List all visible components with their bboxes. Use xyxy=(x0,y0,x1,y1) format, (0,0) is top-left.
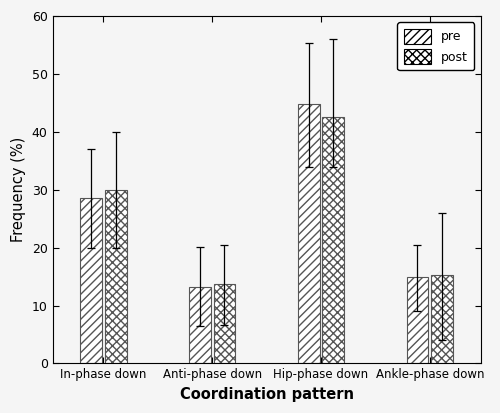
Bar xyxy=(189,287,210,363)
X-axis label: Coordination pattern: Coordination pattern xyxy=(180,387,354,402)
Bar xyxy=(406,277,428,363)
Bar xyxy=(322,117,344,363)
Bar xyxy=(105,190,126,363)
Bar xyxy=(214,284,236,363)
Bar xyxy=(80,199,102,363)
Bar xyxy=(432,275,453,363)
Legend: pre, post: pre, post xyxy=(398,22,474,70)
Bar xyxy=(298,104,320,363)
Y-axis label: Frequency (%): Frequency (%) xyxy=(11,137,26,242)
